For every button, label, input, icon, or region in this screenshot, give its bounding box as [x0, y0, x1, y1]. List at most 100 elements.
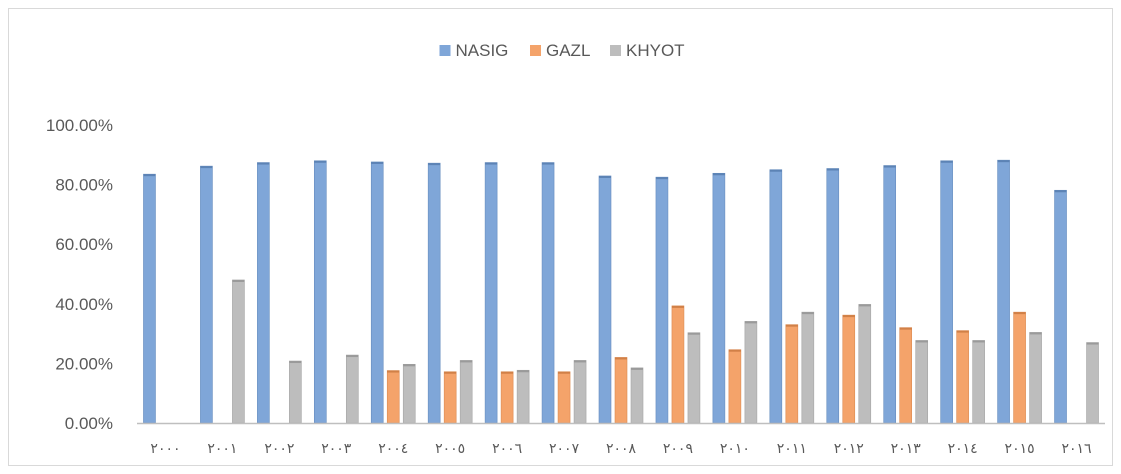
x-tick-label: ٢٠٠٥ — [435, 441, 465, 457]
bar-nasig — [940, 160, 953, 424]
y-tick-label: 100.00% — [46, 116, 113, 135]
bar-nasig — [370, 161, 384, 424]
bar-nasig — [826, 168, 840, 424]
bar-khyot — [1029, 332, 1042, 424]
bar-top-edge — [655, 177, 668, 180]
bar-top-edge — [200, 166, 213, 169]
bar-nasig — [143, 173, 156, 424]
bar-khyot — [402, 363, 416, 424]
bar-gazl — [785, 324, 799, 424]
bar-nasig — [655, 176, 669, 424]
y-tick-label: 40.00% — [55, 295, 113, 314]
x-tick-label: ٢٠٠٤ — [378, 441, 408, 457]
bar-nasig — [541, 162, 555, 424]
x-tick-label: ٢٠٠٦ — [492, 441, 522, 457]
bar-nasig — [598, 175, 612, 424]
bar-nasig — [427, 162, 441, 424]
bar-khyot — [516, 369, 530, 424]
bar-top-edge — [257, 162, 270, 165]
bar-top-edge — [687, 332, 700, 335]
bar-top-edge — [671, 305, 684, 308]
bar-khyot — [858, 304, 872, 424]
bar-gazl — [500, 371, 514, 424]
legend-label-nasig: NASIG — [456, 41, 509, 60]
x-tick-label: ٢٠١٥ — [1005, 441, 1035, 457]
bar-top-edge — [631, 367, 643, 370]
bar-top-edge — [785, 324, 798, 327]
bar-top-edge — [485, 162, 498, 165]
bar-top-edge — [1029, 332, 1042, 335]
bar-khyot — [573, 360, 587, 424]
bar-nasig — [200, 165, 213, 424]
bar-top-edge — [444, 371, 457, 374]
bar-gazl — [443, 371, 457, 424]
bar-top-edge — [842, 315, 855, 318]
bar-top-edge — [460, 360, 473, 363]
bar-top-edge — [371, 161, 384, 164]
bar-gazl — [899, 327, 913, 424]
x-tick-label: ٢٠٠٨ — [606, 441, 637, 457]
y-tick-label: 0.00% — [65, 414, 113, 433]
x-tick-label: ٢٠١١ — [777, 441, 807, 457]
bar-nasig — [257, 162, 270, 424]
bar-top-edge — [1086, 342, 1099, 345]
bar-khyot — [687, 332, 701, 424]
y-tick-label: 20.00% — [55, 354, 113, 373]
x-tick-label: ٢٠٠٠ — [150, 441, 180, 457]
bar-top-edge — [915, 340, 928, 343]
bar-gazl — [728, 349, 742, 424]
y-tick-label: 60.00% — [55, 235, 113, 254]
bar-top-edge — [858, 304, 871, 307]
legend-label-khyot: KHYOT — [626, 41, 685, 60]
bar-top-edge — [558, 371, 571, 374]
bar-top-edge — [517, 370, 530, 373]
bar-top-edge — [542, 162, 555, 165]
bar-top-edge — [940, 160, 953, 163]
bar-nasig — [883, 165, 897, 424]
bar-top-edge — [574, 360, 587, 363]
x-tick-label: ٢٠٠٢ — [264, 441, 294, 457]
bars — [143, 159, 1099, 424]
y-tick-label: 80.00% — [55, 176, 113, 195]
bar-khyot — [459, 360, 473, 424]
bar-nasig — [313, 160, 327, 424]
bar-top-edge — [387, 370, 400, 373]
bar-top-edge — [1054, 190, 1067, 193]
bar-gazl — [671, 305, 685, 424]
bar-gazl — [557, 371, 571, 424]
bar-top-edge — [956, 330, 969, 333]
x-tick-label: ٢٠١٢ — [834, 441, 864, 457]
x-tick-label: ٢٠١٦ — [1061, 441, 1091, 457]
legend-label-gazl: GAZL — [546, 41, 590, 60]
bar-khyot — [232, 279, 245, 424]
bar-top-edge — [143, 174, 156, 177]
bar-khyot — [801, 311, 815, 424]
legend-swatch-khyot — [610, 45, 621, 56]
y-axis-labels: 0.00% 20.00% 40.00% 60.00% 80.00% 100.00% — [46, 116, 113, 433]
x-tick-label: ٢٠٠٧ — [549, 441, 580, 457]
bar-gazl — [842, 314, 856, 424]
bar-khyot — [1086, 342, 1099, 424]
legend: NASIG GAZL KHYOT — [439, 41, 685, 60]
legend-swatch-nasig — [439, 45, 451, 56]
bar-khyot — [915, 340, 929, 424]
bar-top-edge — [712, 173, 725, 176]
bar-chart: NASIG GAZL KHYOT 0.00% 20.00% 40.00% 60.00% 80… — [46, 41, 1105, 457]
bar-top-edge — [972, 340, 985, 343]
bar-top-edge — [501, 371, 514, 374]
bar-top-edge — [744, 321, 757, 324]
x-tick-label: ٢٠٠٣ — [321, 441, 352, 457]
bar-khyot — [744, 321, 758, 424]
x-tick-label: ٢٠٠١ — [207, 441, 237, 457]
bar-top-edge — [403, 364, 416, 367]
bar-nasig — [997, 159, 1010, 424]
bar-gazl — [614, 357, 628, 424]
legend-swatch-gazl — [530, 45, 541, 56]
bar-top-edge — [997, 160, 1010, 163]
bar-top-edge — [232, 279, 245, 282]
bar-nasig — [1054, 189, 1067, 424]
bar-khyot — [630, 367, 644, 424]
bar-top-edge — [826, 168, 839, 171]
bar-gazl — [956, 330, 969, 424]
x-tick-label: ٢٠١٣ — [891, 441, 922, 457]
